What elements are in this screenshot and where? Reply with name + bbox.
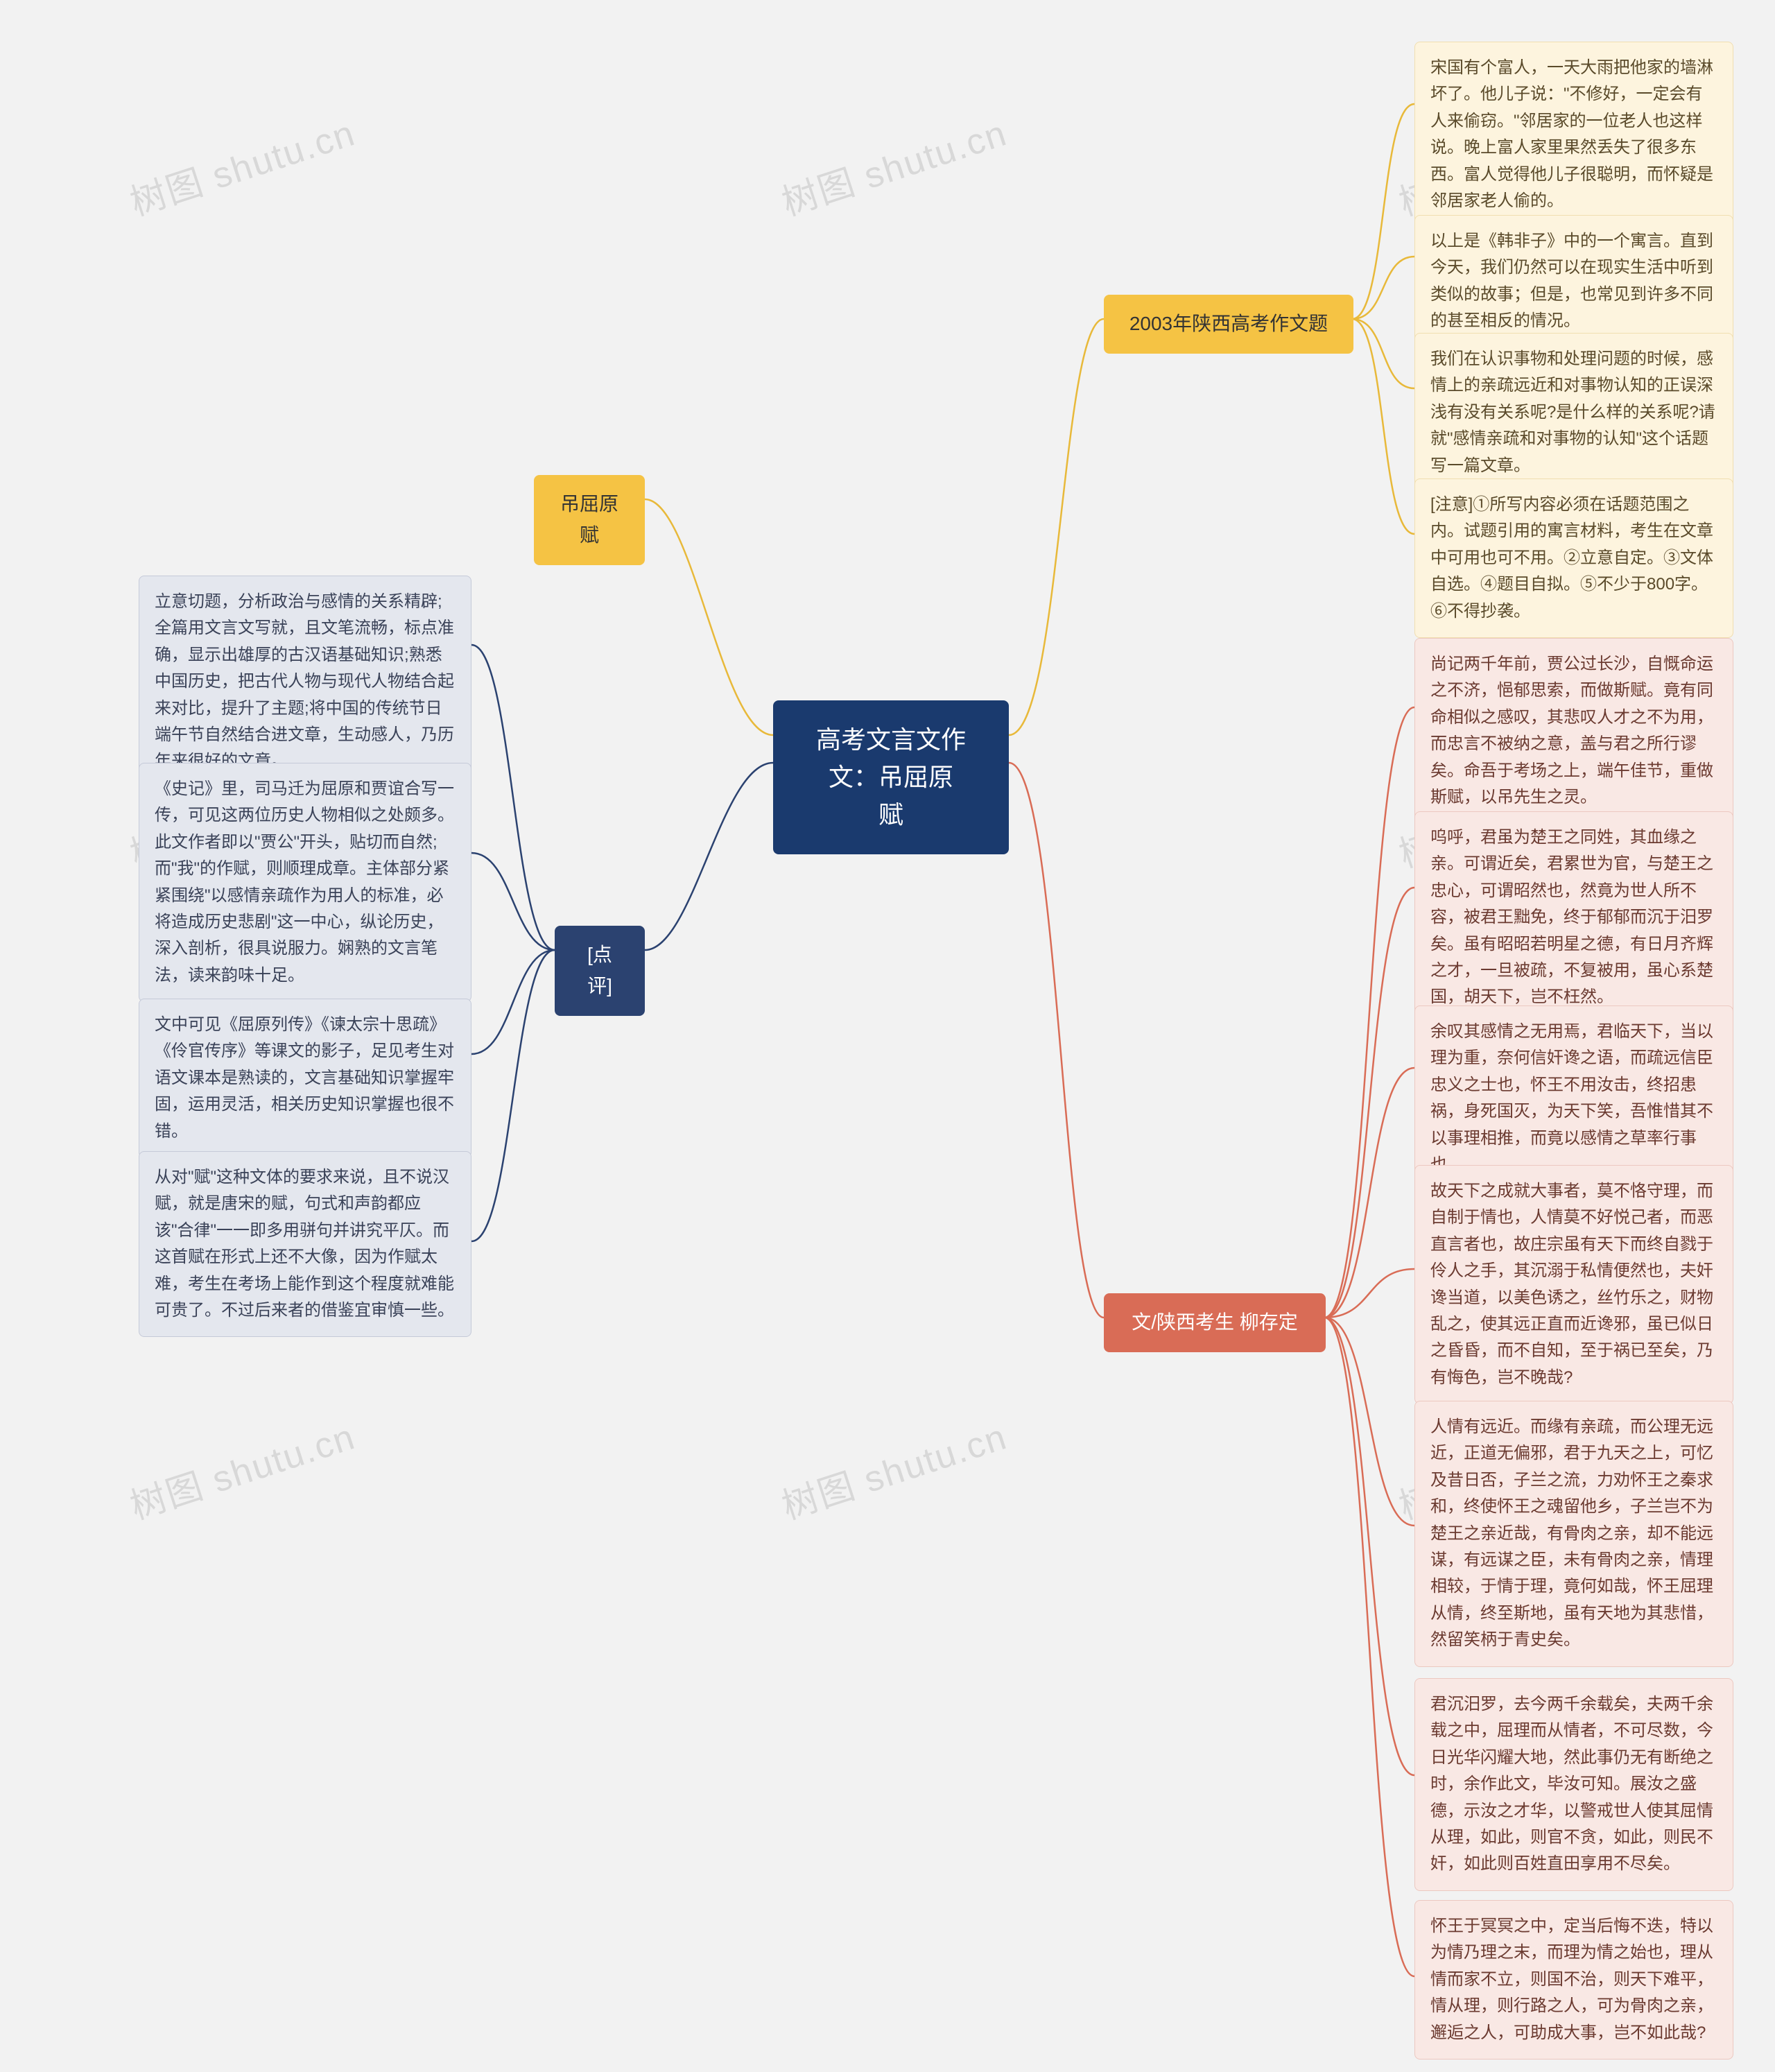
yellow-leaf-1[interactable]: 以上是《韩非子》中的一个寓言。直到今天，我们仍然可以在现实生活中听到类似的故事；…	[1414, 215, 1733, 348]
red-leaf-4[interactable]: 人情有远近。而缘有亲疏，而公理无远近，正道无偏邪，君于九天之上，可忆及昔日否，子…	[1414, 1401, 1733, 1667]
watermark: 树图 shutu.cn	[774, 104, 1013, 225]
watermark: 树图 shutu.cn	[774, 1408, 1013, 1529]
navy-leaf-3[interactable]: 从对"赋"这种文体的要求来说，且不说汉赋，就是唐宋的赋，句式和声韵都应该"合律"…	[139, 1151, 471, 1337]
branch-author[interactable]: 文/陕西考生 柳存定	[1104, 1293, 1326, 1352]
watermark: 树图 shutu.cn	[123, 104, 361, 225]
red-leaf-1[interactable]: 呜呼，君虽为楚王之同姓，其血缘之亲。可谓近矣，君累世为官，与楚王之忠心，可谓昭然…	[1414, 811, 1733, 1024]
watermark: 树图 shutu.cn	[123, 1408, 361, 1529]
yellow-leaf-2[interactable]: 我们在认识事物和处理问题的时候，感情上的亲疏远近和对事物认知的正误深浅有没有关系…	[1414, 333, 1733, 492]
yellow-leaf-0[interactable]: 宋国有个富人，一天大雨把他家的墙淋坏了。他儿子说："不修好，一定会有人来偷窃。"…	[1414, 42, 1733, 227]
center-title-line2: 赋	[878, 800, 903, 829]
red-leaf-3[interactable]: 故天下之成就大事者，莫不恪守理，而自制于情也，人情莫不好悦己者，而恶直言者也，故…	[1414, 1165, 1733, 1404]
red-leaf-2[interactable]: 余叹其感情之无用焉，君临天下，当以理为重，奈何信奸谗之语，而疏远信臣忠义之士也，…	[1414, 1005, 1733, 1191]
center-node[interactable]: 高考文言文作文：吊屈原 赋	[773, 700, 1009, 854]
yellow-leaf-3[interactable]: [注意]①所写内容必须在话题范围之内。试题引用的寓言材料，考生在文章中可用也可不…	[1414, 478, 1733, 638]
navy-leaf-1[interactable]: 《史记》里，司马迁为屈原和贾谊合写一传，可见这两位历史人物相似之处颇多。此文作者…	[139, 763, 471, 1002]
red-leaf-0[interactable]: 尚记两千年前，贾公过长沙，自慨命运之不济，悒郁思索，而做斯赋。竟有同命相似之感叹…	[1414, 638, 1733, 824]
branch-2003-shanxi[interactable]: 2003年陕西高考作文题	[1104, 295, 1353, 354]
red-leaf-6[interactable]: 怀王于冥冥之中，定当后悔不迭，特以为情乃理之末，而理为情之始也，理从情而家不立，…	[1414, 1900, 1733, 2060]
branch-diaoquyuanfu[interactable]: 吊屈原赋	[534, 475, 645, 565]
red-leaf-5[interactable]: 君沉汨罗，去今两千余载矣，夫两千余载之中，屈理而从情者，不可尽数，今日光华闪耀大…	[1414, 1678, 1733, 1891]
branch-dianping[interactable]: [点评]	[555, 926, 645, 1016]
center-title-line1: 高考文言文作文：吊屈原	[816, 725, 966, 791]
navy-leaf-2[interactable]: 文中可见《屈原列传》《谏太宗十思疏》《伶官传序》等课文的影子，足见考生对语文课本…	[139, 999, 471, 1158]
navy-leaf-0[interactable]: 立意切题，分析政治与感情的关系精辟;全篇用文言文写就，且文笔流畅，标点准确，显示…	[139, 576, 471, 788]
